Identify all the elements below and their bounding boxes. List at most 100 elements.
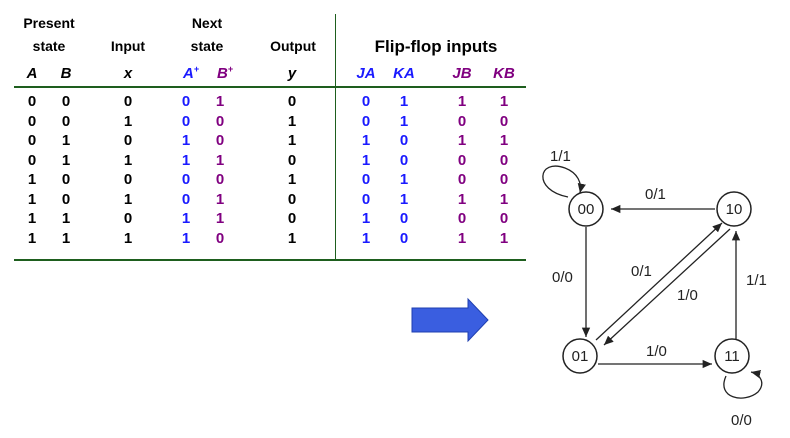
- table-cell: 0: [181, 171, 191, 188]
- var-ka: KA: [393, 65, 415, 82]
- state-node-01: 01: [562, 338, 598, 374]
- var-y: y: [287, 65, 297, 82]
- table-cell: 1: [61, 151, 71, 169]
- var-a-next: A+: [176, 65, 206, 83]
- table-cell: 1: [27, 210, 37, 227]
- table-cell: 1: [287, 112, 297, 130]
- table-cell: 1: [361, 132, 371, 149]
- table-cell: 0: [287, 210, 297, 227]
- var-a: A: [26, 65, 38, 82]
- table-cell: 1: [181, 132, 191, 149]
- var-x: x: [123, 65, 133, 82]
- table-cell: 1: [27, 171, 37, 188]
- table-cell: 0: [27, 132, 37, 149]
- edge-11-self-loop: [723, 369, 763, 399]
- table-cell: 0: [399, 210, 409, 227]
- label-00-to-01: 0/0: [552, 269, 573, 286]
- table-cell: 1: [61, 229, 71, 247]
- table-cell: 1: [123, 229, 133, 247]
- next-state-header-line1: Next: [191, 15, 223, 31]
- present-state-header-line1: Present: [23, 15, 75, 31]
- table-bottom-rule: [14, 259, 526, 261]
- var-ja: JA: [356, 65, 376, 82]
- label-11-to-10: 1/1: [746, 272, 767, 289]
- var-b-next: B+: [210, 65, 240, 83]
- table-cell: 1: [399, 171, 409, 188]
- table-cell: 1: [123, 190, 133, 208]
- table-cell: 1: [399, 112, 409, 130]
- table-cell: 0: [499, 210, 509, 227]
- label-01-to-10: 0/1: [631, 263, 652, 280]
- state-node-00: 00: [568, 191, 604, 227]
- right-arrow-icon: [411, 297, 489, 343]
- table-cell: 1: [457, 190, 467, 208]
- table-cell: 1: [499, 93, 509, 110]
- table-cell: 1: [399, 93, 409, 110]
- label-01-to-11: 1/0: [646, 343, 667, 360]
- table-cell: 0: [215, 171, 225, 188]
- table-cell: 0: [499, 171, 509, 188]
- table-cell: 0: [215, 132, 225, 149]
- edge-01-to-10: [595, 222, 723, 341]
- table-cell: 1: [181, 210, 191, 227]
- table-cell: 1: [499, 132, 509, 149]
- var-b: B: [60, 65, 72, 82]
- table-cell: 0: [215, 229, 225, 247]
- table-cell: 1: [361, 210, 371, 227]
- table-cell: 0: [361, 190, 371, 208]
- label-11-self: 0/0: [731, 412, 752, 429]
- table-cell: 1: [215, 210, 225, 227]
- table-cell: 1: [181, 229, 191, 247]
- present-state-header-line2: state: [32, 38, 66, 54]
- table-cell: 0: [181, 93, 191, 110]
- table-cell: 0: [123, 132, 133, 149]
- table-cell: 0: [123, 210, 133, 227]
- table-cell: 0: [181, 112, 191, 130]
- table-cell: 0: [123, 93, 133, 110]
- table-cell: 1: [499, 229, 509, 247]
- label-10-to-01: 1/0: [677, 287, 698, 304]
- table-divider: [335, 14, 336, 260]
- table-cell: 0: [457, 171, 467, 188]
- state-label-11: 11: [724, 348, 740, 365]
- table-cell: 0: [181, 190, 191, 208]
- var-kb: KB: [493, 65, 515, 82]
- table-cell: 0: [287, 93, 297, 110]
- var-b-next-plus: +: [227, 64, 234, 74]
- table-cell: 0: [27, 151, 37, 169]
- table-cell: 0: [399, 229, 409, 247]
- table-cell: 0: [457, 112, 467, 130]
- table-cell: 0: [61, 112, 71, 130]
- state-node-10: 10: [716, 191, 752, 227]
- table-cell: 0: [27, 93, 37, 110]
- table-cell: 1: [287, 132, 297, 149]
- table-cell: 1: [287, 229, 297, 247]
- table-cell: 1: [215, 151, 225, 169]
- input-header: Input: [110, 38, 146, 54]
- edge-10-to-01: [603, 228, 731, 346]
- table-cell: 1: [215, 93, 225, 110]
- table-cell: 1: [457, 93, 467, 110]
- table-cell: 1: [457, 229, 467, 247]
- table-cell: 1: [123, 112, 133, 130]
- table-cell: 0: [61, 171, 71, 188]
- table-cell: 1: [399, 190, 409, 208]
- state-node-11: 11: [714, 338, 750, 374]
- table-cell: 1: [61, 132, 71, 149]
- table-cell: 0: [399, 151, 409, 169]
- table-cell: 1: [27, 190, 37, 208]
- table-cell: 0: [287, 151, 297, 169]
- table-cell: 0: [287, 190, 297, 208]
- table-cell: 0: [457, 151, 467, 169]
- table-cell: 0: [361, 93, 371, 110]
- table-cell: 0: [361, 171, 371, 188]
- table-cell: 1: [287, 171, 297, 188]
- table-cell: 0: [399, 132, 409, 149]
- table-cell: 0: [499, 151, 509, 169]
- next-state-header-line2: state: [190, 38, 224, 54]
- table-cell: 0: [61, 93, 71, 110]
- table-cell: 1: [181, 151, 191, 169]
- table-cell: 0: [457, 210, 467, 227]
- label-00-self: 1/1: [550, 148, 571, 165]
